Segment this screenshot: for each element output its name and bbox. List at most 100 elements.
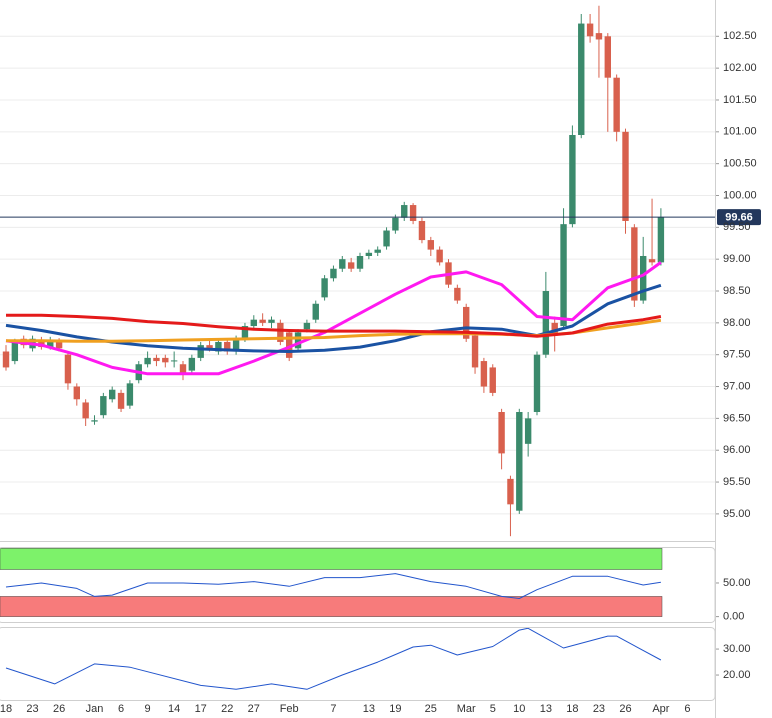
y-tick-label: 101.00 bbox=[723, 126, 757, 138]
x-tick-label: 6 bbox=[118, 703, 124, 715]
x-tick-label: 14 bbox=[168, 703, 180, 715]
candle-body bbox=[463, 306, 470, 339]
x-tick-label: 26 bbox=[619, 703, 631, 715]
x-tick-label: 22 bbox=[221, 703, 233, 715]
candle-body bbox=[2, 351, 10, 368]
y-tick-label: 96.00 bbox=[723, 444, 751, 456]
candle-body bbox=[489, 367, 496, 393]
candle-body bbox=[365, 252, 373, 256]
y-tick-label: 102.00 bbox=[723, 62, 757, 74]
y-tick-label: 99.00 bbox=[723, 253, 751, 265]
candle-body bbox=[259, 319, 266, 323]
candle-body bbox=[268, 319, 275, 323]
candle-body bbox=[542, 291, 550, 355]
candle-body bbox=[595, 33, 603, 40]
candle-body bbox=[409, 205, 417, 221]
candle-body bbox=[533, 354, 541, 413]
candle-body bbox=[250, 319, 257, 327]
candle-body bbox=[294, 332, 302, 349]
candle-body bbox=[179, 364, 187, 374]
candle-body bbox=[215, 341, 222, 352]
candle-body bbox=[374, 249, 381, 253]
candle-body bbox=[498, 412, 505, 454]
candle-body bbox=[55, 341, 63, 349]
candle-body bbox=[91, 420, 98, 422]
y-tick-label: 96.50 bbox=[723, 412, 751, 424]
x-tick-label: 7 bbox=[330, 703, 336, 715]
data-layer bbox=[0, 5, 761, 690]
y-tick-label: 95.00 bbox=[723, 508, 751, 520]
y-tick-label: 97.50 bbox=[723, 349, 751, 361]
candle-body bbox=[471, 335, 479, 368]
y-tick-label: 50.00 bbox=[723, 577, 751, 589]
moving-average bbox=[6, 313, 662, 338]
candle-body bbox=[47, 340, 54, 348]
candle-body bbox=[241, 326, 249, 339]
candle-body bbox=[188, 357, 196, 371]
y-tick-label: 0.00 bbox=[723, 611, 744, 623]
candle-body bbox=[347, 262, 355, 269]
x-tick-label: 19 bbox=[389, 703, 401, 715]
candle-body bbox=[170, 360, 178, 362]
candle-body bbox=[312, 303, 319, 320]
candle-body bbox=[427, 240, 434, 250]
candle-body bbox=[524, 418, 532, 444]
candle-body bbox=[516, 412, 523, 511]
candle-body bbox=[613, 77, 620, 132]
x-tick-label: 18 bbox=[566, 703, 578, 715]
candle-body bbox=[436, 249, 443, 263]
x-tick-label: 17 bbox=[195, 703, 207, 715]
y-tick-label: 101.50 bbox=[723, 94, 757, 106]
candle-body bbox=[321, 278, 328, 298]
candle-body bbox=[401, 205, 408, 218]
candle-body bbox=[100, 396, 107, 416]
candle-body bbox=[339, 259, 346, 269]
last-price-box bbox=[717, 209, 761, 226]
candle-body bbox=[73, 386, 80, 400]
x-tick-label: Jan bbox=[86, 703, 104, 715]
last-price-label: 99.66 bbox=[725, 212, 753, 224]
y-tick-label: 20.00 bbox=[723, 669, 751, 681]
candle-body bbox=[622, 131, 629, 221]
y-tick-label: 95.50 bbox=[723, 476, 751, 488]
x-tick-label: 27 bbox=[248, 703, 260, 715]
axis-layer: 18 23 26 Jan 6 9 14 17 22 27 Feb 7 13 19 25 Mar 5 10 13 18 2… bbox=[0, 30, 757, 715]
x-tick-label: 23 bbox=[593, 703, 605, 715]
candle-body bbox=[578, 23, 585, 135]
x-tick-label: 13 bbox=[363, 703, 375, 715]
candle-body bbox=[109, 389, 116, 400]
candle-body bbox=[604, 36, 611, 78]
indicator-line bbox=[5, 573, 661, 599]
candle-body bbox=[648, 259, 656, 263]
x-tick-label: 6 bbox=[684, 703, 690, 715]
candle-body bbox=[560, 224, 567, 327]
candle-body bbox=[11, 341, 19, 362]
x-tick-label: Mar bbox=[457, 703, 476, 715]
x-tick-label: Apr bbox=[652, 703, 669, 715]
y-tick-label: 100.00 bbox=[723, 189, 757, 201]
panel-border bbox=[0, 547, 716, 623]
candle-body bbox=[383, 230, 390, 247]
candle-body bbox=[117, 392, 125, 409]
candle-body bbox=[224, 341, 231, 352]
x-tick-label: 23 bbox=[26, 703, 38, 715]
candle-body bbox=[330, 268, 337, 279]
y-tick-label: 100.50 bbox=[723, 158, 757, 170]
panel-border bbox=[0, 627, 716, 701]
candle-body bbox=[507, 478, 514, 505]
candle-body bbox=[454, 287, 461, 301]
candle-body bbox=[569, 135, 576, 225]
candle-body bbox=[286, 332, 293, 358]
indicator-line bbox=[5, 627, 662, 690]
x-tick-label: 18 bbox=[0, 703, 12, 715]
y-tick-label: 30.00 bbox=[723, 643, 751, 655]
candle-body bbox=[356, 255, 364, 269]
candle-body bbox=[418, 220, 426, 241]
candle-body bbox=[206, 345, 213, 349]
y-tick-label: 97.00 bbox=[723, 380, 751, 392]
candle-body bbox=[657, 217, 665, 263]
band bbox=[0, 596, 663, 617]
candle-body bbox=[303, 322, 311, 330]
x-tick-label: 5 bbox=[490, 703, 496, 715]
